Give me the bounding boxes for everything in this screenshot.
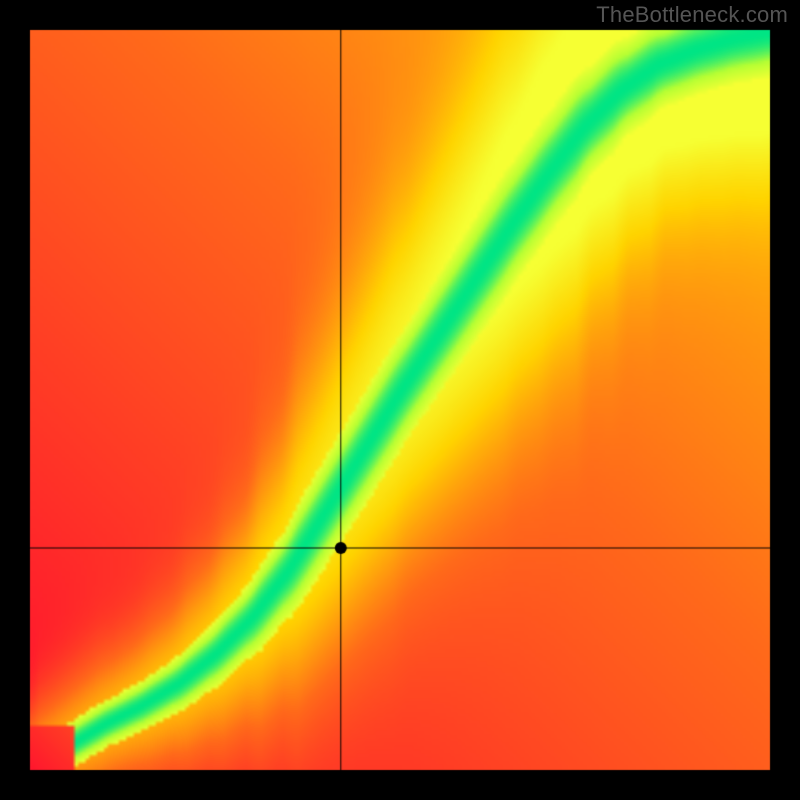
watermark-text: TheBottleneck.com [596, 2, 788, 28]
bottleneck-heatmap-canvas [0, 0, 800, 800]
